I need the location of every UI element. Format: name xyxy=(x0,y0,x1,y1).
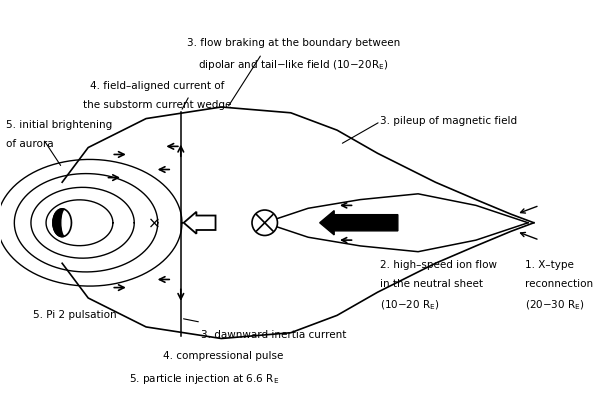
Text: 4. field–aligned current of: 4. field–aligned current of xyxy=(91,81,225,91)
Text: 5. initial brightening: 5. initial brightening xyxy=(6,120,112,130)
Text: 3. pileup of magnetic field: 3. pileup of magnetic field xyxy=(381,116,517,126)
Text: 4. compressional pulse: 4. compressional pulse xyxy=(164,351,284,361)
Text: $\times$: $\times$ xyxy=(147,215,159,230)
Circle shape xyxy=(252,210,278,235)
Ellipse shape xyxy=(53,209,72,237)
Text: dipolar and tail$-$like field (10$-$20R$_\mathregular{E}$): dipolar and tail$-$like field (10$-$20R$… xyxy=(199,58,389,72)
Text: 3. dawnward inertia current: 3. dawnward inertia current xyxy=(201,330,346,340)
Ellipse shape xyxy=(62,209,72,237)
Text: (20$-$30 R$_\mathregular{E}$): (20$-$30 R$_\mathregular{E}$) xyxy=(525,298,585,312)
Text: reconnection: reconnection xyxy=(525,279,593,290)
Text: 1. X–type: 1. X–type xyxy=(525,260,574,271)
Text: 2. high–speed ion flow: 2. high–speed ion flow xyxy=(381,260,498,271)
Text: 3. flow braking at the boundary between: 3. flow braking at the boundary between xyxy=(187,38,400,47)
FancyArrow shape xyxy=(320,211,398,235)
Text: in the neutral sheet: in the neutral sheet xyxy=(381,279,484,290)
Text: of aurora: of aurora xyxy=(6,139,54,149)
Text: 5. Pi 2 pulsation: 5. Pi 2 pulsation xyxy=(33,309,117,320)
Text: 5. particle injection at 6.6 R$_\mathregular{E}$: 5. particle injection at 6.6 R$_\mathreg… xyxy=(129,372,279,386)
Text: (10$-$20 R$_\mathregular{E}$): (10$-$20 R$_\mathregular{E}$) xyxy=(381,298,440,312)
FancyArrow shape xyxy=(184,212,216,234)
Text: the substorm current wedge: the substorm current wedge xyxy=(83,100,232,110)
